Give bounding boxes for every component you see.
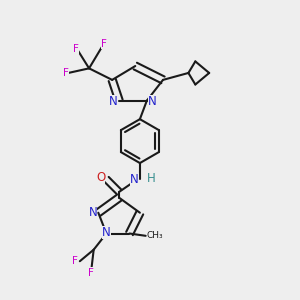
Text: F: F	[63, 68, 69, 78]
Text: H: H	[147, 172, 156, 184]
Text: F: F	[101, 39, 107, 49]
Text: N: N	[88, 206, 97, 219]
Text: O: O	[96, 171, 105, 184]
Text: N: N	[109, 95, 118, 108]
Text: N: N	[148, 95, 157, 108]
Text: N: N	[130, 173, 139, 186]
Text: F: F	[72, 256, 78, 266]
Text: F: F	[74, 44, 79, 54]
Text: N: N	[102, 226, 111, 239]
Text: CH₃: CH₃	[147, 231, 164, 240]
Text: F: F	[88, 268, 94, 278]
